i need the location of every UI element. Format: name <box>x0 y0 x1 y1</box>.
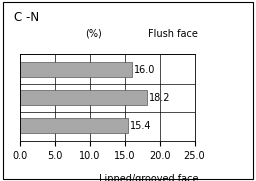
Bar <box>20 62 132 77</box>
Text: 16.0: 16.0 <box>134 65 155 75</box>
Text: 18.2: 18.2 <box>149 93 171 103</box>
Bar <box>20 90 147 106</box>
Text: Lipped/grooved face: Lipped/grooved face <box>99 174 198 181</box>
Text: Flush face: Flush face <box>148 29 198 39</box>
Bar <box>20 118 128 133</box>
Text: 15.4: 15.4 <box>130 121 151 131</box>
Text: C -N: C -N <box>14 11 39 24</box>
Text: (%): (%) <box>85 29 102 39</box>
